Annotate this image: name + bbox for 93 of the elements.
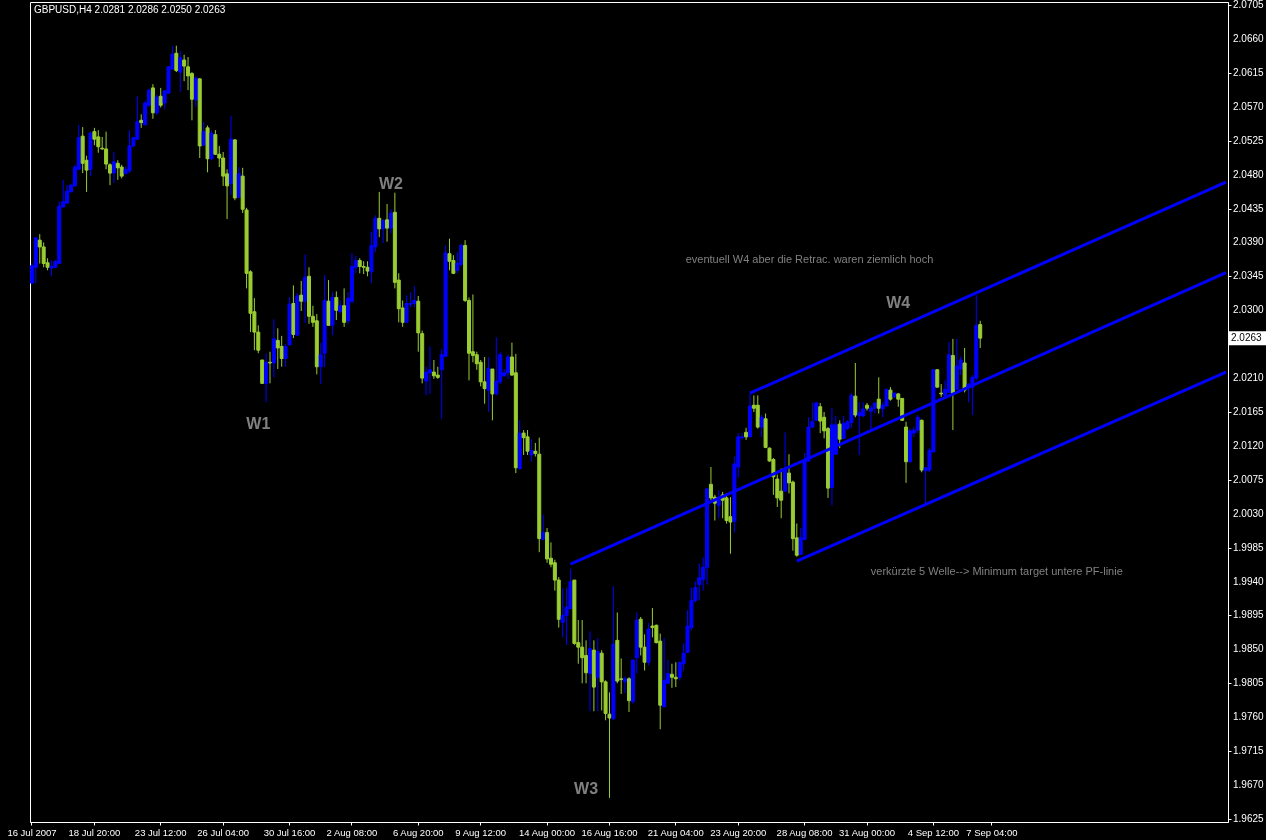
candlestick: [818, 402, 823, 434]
candlestick: [627, 676, 631, 713]
candlestick: [260, 359, 265, 384]
y-tick-label: 2.0570: [1233, 100, 1265, 112]
y-tick-label: 2.0525: [1233, 134, 1265, 146]
y-tick-label: 2.0075: [1233, 473, 1265, 485]
y-tick-label: 1.9985: [1233, 541, 1265, 553]
candlestick: [486, 356, 491, 413]
candlestick: [41, 241, 46, 268]
candlestick: [111, 151, 116, 184]
candlestick: [275, 327, 280, 370]
annotation: 2.0263: [1231, 332, 1263, 344]
candlestick: [525, 429, 530, 456]
annotation: eventuell W4 aber die Retrac. waren ziemlich hoch: [685, 253, 934, 265]
candlestick: [342, 287, 347, 328]
y-tick-label: 1.9625: [1233, 812, 1265, 824]
y-tick-label: 2.0165: [1233, 406, 1265, 417]
candlestick: [541, 514, 546, 541]
candlestick: [236, 166, 241, 199]
candlestick: [377, 191, 382, 238]
y-tick-label: 2.0345: [1233, 270, 1265, 282]
x-tick-label: 14 Aug 00:00: [519, 826, 576, 838]
candlestick: [404, 294, 409, 323]
candlestick: [623, 676, 628, 694]
x-tick-label: 7 Sep 04:00: [966, 826, 1018, 838]
annotation: verkürzte 5 Welle--> Minimum target untere PF-linie: [870, 565, 1123, 577]
y-tick-label: 1.9805: [1233, 677, 1265, 689]
y-tick-label: 2.0300: [1233, 304, 1265, 316]
candlestick: [37, 233, 42, 265]
candlestick: [174, 45, 179, 73]
candlestick: [857, 401, 862, 456]
x-tick-label: 31 Aug 00:00: [839, 826, 896, 838]
x-tick-label: 2 Aug 08:00: [326, 826, 378, 838]
candlestick: [412, 285, 417, 308]
candlestick: [299, 280, 304, 312]
y-tick-label: 2.0705: [1233, 0, 1265, 11]
candlestick: [264, 352, 269, 403]
candlestick: [154, 94, 159, 116]
candlestick: [427, 345, 432, 395]
x-tick-label: 16 Aug 16:00: [581, 826, 638, 838]
x-tick-label: 23 Aug 20:00: [710, 826, 767, 838]
y-tick-label: 1.9895: [1233, 609, 1265, 621]
candlestick: [447, 238, 452, 271]
candlestick: [744, 427, 749, 441]
annotation: W4: [886, 294, 911, 311]
annotation: W3: [574, 780, 599, 797]
y-tick-label: 1.9940: [1233, 575, 1265, 587]
candlestick: [388, 208, 393, 234]
x-tick-label: 23 Jul 12:00: [134, 826, 187, 838]
x-tick-label: 28 Aug 08:00: [776, 826, 833, 838]
candlestick: [841, 415, 846, 440]
candlestick: [267, 351, 272, 384]
candlestick: [954, 338, 959, 391]
annotation: W1: [246, 415, 271, 432]
y-tick-label: 1.9760: [1233, 711, 1265, 723]
candlestick: [978, 320, 983, 349]
candlestick: [431, 359, 436, 380]
y-tick-label: 1.9850: [1233, 643, 1265, 655]
candlestick: [115, 159, 120, 181]
annotation: W2: [378, 174, 404, 192]
x-tick-label: 6 Aug 20:00: [392, 826, 444, 838]
candlestick: [853, 362, 858, 418]
y-tick-label: 2.0030: [1233, 507, 1265, 519]
candlestick: [728, 496, 733, 555]
x-tick-label: 18 Jul 20:00: [68, 826, 121, 838]
y-tick-label: 2.0660: [1233, 32, 1265, 44]
candlestick: [193, 76, 198, 108]
y-tick-label: 1.9715: [1233, 745, 1265, 757]
x-tick-label: 9 Aug 12:00: [455, 826, 507, 838]
candlestick: [669, 663, 674, 689]
candlestick: [580, 619, 585, 684]
y-tick-label: 2.0210: [1233, 372, 1265, 384]
y-tick-label: 2.0615: [1233, 66, 1265, 78]
x-tick-label: 30 Jul 16:00: [263, 826, 316, 838]
y-tick-label: 2.0480: [1233, 168, 1265, 180]
x-tick-label: 26 Jul 04:00: [197, 826, 250, 838]
candlestick: [935, 368, 940, 389]
candlestick: [506, 354, 511, 380]
x-tick-label: 4 Sep 12:00: [907, 826, 959, 838]
candlestick: [915, 414, 920, 434]
x-tick-label: 21 Aug 04:00: [647, 826, 704, 838]
candlestick: [482, 356, 487, 405]
x-tick-label: 16 Jul 2007: [7, 826, 57, 838]
y-tick-label: 1.9670: [1233, 779, 1265, 791]
chart-title: GBPUSD,H4 2.0281 2.0286 2.0250 2.0263: [34, 4, 226, 15]
candlestick: [755, 394, 760, 430]
candlestick: [521, 429, 526, 456]
y-tick-label: 2.0120: [1233, 439, 1265, 451]
y-tick-label: 2.0390: [1233, 236, 1265, 248]
y-tick-label: 2.0435: [1233, 202, 1265, 214]
candlestick: [178, 50, 183, 93]
candlestick: [381, 218, 386, 244]
candlestick: [385, 203, 390, 243]
